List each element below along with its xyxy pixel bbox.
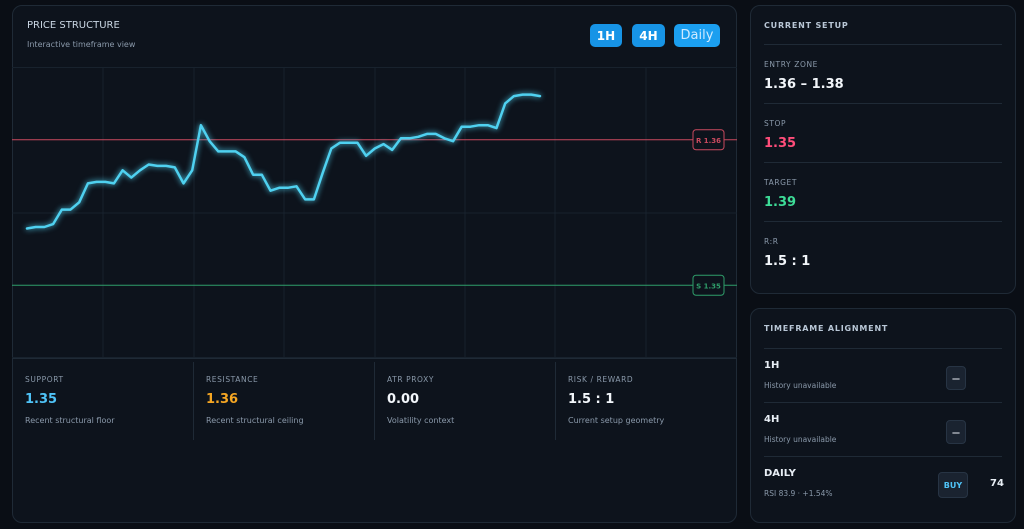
timeframe-note: History unavailable: [764, 435, 837, 444]
stat-note: Current setup geometry: [568, 416, 665, 425]
stat-value: 1.36: [206, 392, 239, 407]
divider: [13, 358, 736, 359]
setup-value: 1.5 : 1: [764, 254, 811, 269]
panel-title: CURRENT SETUP: [764, 21, 849, 30]
setup-panel: [750, 5, 1016, 294]
level-label: S 1.35: [696, 282, 721, 290]
timeframe-button[interactable]: 4H: [632, 24, 665, 47]
divider: [764, 456, 1002, 457]
signal-badge: BUY: [938, 472, 968, 498]
divider: [555, 362, 556, 440]
stat-label: RESISTANCE: [206, 375, 259, 384]
stat-label: SUPPORT: [25, 375, 64, 384]
timeframe-name: 4H: [764, 414, 780, 425]
divider: [764, 221, 1002, 222]
price-line: [25, 93, 542, 230]
divider: [764, 348, 1002, 349]
alignment-score: 74: [990, 478, 1004, 489]
panel-title: PRICE STRUCTURE: [27, 20, 120, 31]
timeframe-note: RSI 83.9 · +1.54%: [764, 489, 833, 498]
timeframe-note: History unavailable: [764, 381, 837, 390]
panel-title: TIMEFRAME ALIGNMENT: [764, 324, 889, 333]
chart: R 1.36 S 1.35: [12, 67, 737, 358]
setup-label: ENTRY ZONE: [764, 60, 819, 69]
stat-label: RISK / REWARD: [568, 375, 634, 384]
setup-value: 1.35: [764, 136, 797, 151]
setup-value: 1.36 – 1.38: [764, 77, 844, 92]
stat-value: 1.35: [25, 392, 58, 407]
panel-subtitle: Interactive timeframe view: [27, 40, 136, 49]
divider: [764, 402, 1002, 403]
stat-value: 1.5 : 1: [568, 392, 615, 407]
divider: [193, 362, 194, 440]
stat-label: ATR PROXY: [387, 375, 435, 384]
setup-label: TARGET: [764, 178, 798, 187]
divider: [764, 44, 1002, 45]
divider: [374, 362, 375, 440]
level-tag: [692, 129, 725, 151]
signal-badge: —: [946, 420, 966, 444]
timeframe-button[interactable]: Daily: [674, 24, 720, 47]
setup-label: R:R: [764, 237, 779, 246]
setup-label: STOP: [764, 119, 787, 128]
timeframe-name: 1H: [764, 360, 780, 371]
timeframe-name: DAILY: [764, 468, 796, 479]
stat-note: Recent structural ceiling: [206, 416, 304, 425]
grid: [12, 67, 737, 358]
alignment-panel: [750, 308, 1016, 523]
stat-note: Volatility context: [387, 416, 455, 425]
timeframe-button[interactable]: 1H: [590, 24, 622, 47]
divider: [764, 162, 1002, 163]
divider: [764, 103, 1002, 104]
level-label: R 1.36: [696, 137, 721, 145]
stat-note: Recent structural floor: [25, 416, 115, 425]
signal-badge: —: [946, 366, 966, 390]
stat-value: 0.00: [387, 392, 420, 407]
level-tag: [692, 274, 725, 296]
setup-value: 1.39: [764, 195, 797, 210]
